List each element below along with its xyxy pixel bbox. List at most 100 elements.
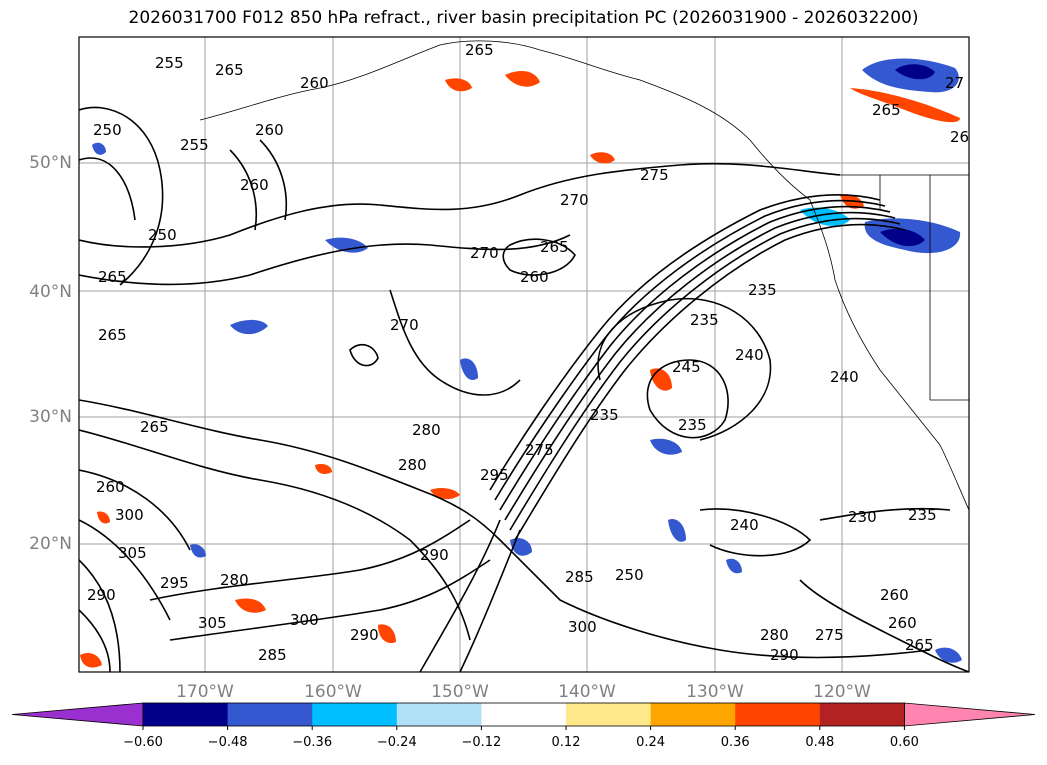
colorbar-segment	[312, 703, 398, 726]
colorbar-tick-label: −0.60	[123, 735, 163, 750]
colorbar-tick-label: 0.12	[552, 735, 581, 750]
colorbar-frame	[142, 702, 905, 727]
contour-label: 275	[815, 626, 844, 644]
contour-label: 250	[148, 226, 177, 244]
contour-label: 290	[350, 626, 379, 644]
lon-label: 130°W	[686, 682, 744, 702]
contour-label: 265	[140, 418, 169, 436]
contour-label: 275	[640, 166, 669, 184]
contour-label: 240	[830, 368, 859, 386]
contour-label: 270	[560, 191, 589, 209]
contour-label: 295	[480, 466, 509, 484]
precip-blob	[97, 511, 110, 524]
contour-label: 260	[880, 586, 909, 604]
contour-label: 270	[470, 244, 499, 262]
contour-label: 265	[540, 238, 569, 256]
precip-blob	[650, 438, 682, 455]
lat-label: 40°N	[29, 282, 72, 302]
colorbar-segment	[566, 703, 652, 726]
precip-blob	[726, 558, 742, 574]
colorbar-segment	[143, 703, 229, 726]
colorbar-segment	[650, 703, 736, 726]
colorbar-tick-label: −0.48	[208, 735, 248, 750]
lat-label: 50°N	[29, 153, 72, 173]
precip-blob	[80, 653, 102, 668]
contour-label: 280	[412, 421, 441, 439]
refractivity-contours	[79, 106, 969, 672]
contour-label: 260	[96, 478, 125, 496]
contour-label: 300	[568, 618, 597, 636]
colorbar-segment	[481, 703, 567, 726]
contour-label: 265	[872, 101, 901, 119]
colorbar-tick-label: 0.36	[721, 735, 750, 750]
contour-label: 305	[118, 544, 147, 562]
lat-label: 20°N	[29, 534, 72, 554]
contour-label: 265	[465, 41, 494, 59]
contour-label: 250	[615, 566, 644, 584]
contour-label: 265	[905, 636, 934, 654]
contour-label: 275	[525, 441, 554, 459]
contour-label: 235	[590, 406, 619, 424]
coastline	[199, 40, 969, 511]
contour-label: 260	[888, 614, 917, 632]
contour-label: 27	[945, 74, 964, 92]
contour-label: 250	[93, 121, 122, 139]
latitude-labels: 50°N 40°N 30°N 20°N	[29, 153, 72, 554]
contour-label: 280	[220, 571, 249, 589]
contour-label: 245	[672, 358, 701, 376]
contour-label: 300	[115, 506, 144, 524]
precip-blob	[445, 78, 472, 92]
colorbar-min-extension	[11, 702, 144, 727]
contour-label: 270	[390, 316, 419, 334]
longitude-labels: 170°W 160°W 150°W 140°W 130°W 120°W	[176, 682, 871, 702]
contour-label: 290	[420, 546, 449, 564]
contour-labels: 255 265 260 265 250 255 260 260 250 265 …	[87, 41, 969, 664]
contour-label: 230	[848, 508, 877, 526]
lat-label: 30°N	[29, 407, 72, 427]
contour-label: 235	[908, 506, 937, 524]
colorbar-tick-label: −0.12	[461, 735, 501, 750]
contour-label: 300	[290, 611, 319, 629]
contour-label: 290	[770, 646, 799, 664]
lon-label: 160°W	[304, 682, 362, 702]
precip-blob	[315, 463, 332, 474]
contour-label: 265	[98, 268, 127, 286]
colorbar-tick-label: 0.60	[890, 735, 919, 750]
precip-blob	[378, 624, 396, 644]
precip-blob	[235, 598, 266, 613]
colorbar-tick-label: −0.36	[292, 735, 332, 750]
precip-blob	[92, 142, 106, 155]
map-panel: 255 265 260 265 250 255 260 260 250 265 …	[79, 37, 969, 672]
contour-label: 305	[198, 614, 227, 632]
lon-label: 170°W	[176, 682, 234, 702]
colorbar-segment	[735, 703, 821, 726]
contour-label: 260	[255, 121, 284, 139]
lon-label: 140°W	[558, 682, 616, 702]
colorbar-max-extension	[904, 702, 1036, 727]
precip-blob	[190, 544, 206, 558]
map-frame	[78, 36, 970, 673]
precip-blob	[668, 518, 686, 542]
precip-blob	[460, 358, 478, 380]
contour-label: 255	[180, 136, 209, 154]
precip-blob	[230, 319, 268, 335]
lon-label: 150°W	[431, 682, 489, 702]
contour-label: 280	[398, 456, 427, 474]
contour-label: 260	[240, 176, 269, 194]
contour-label: 285	[258, 646, 287, 664]
contour-label: 240	[735, 346, 764, 364]
contour-label: 26	[950, 128, 969, 146]
contour-label: 240	[730, 516, 759, 534]
colorbar: −0.60 −0.48 −0.36 −0.24 −0.12 0.12 0.24 0.36 0.4…	[11, 702, 1036, 750]
colorbar-tick-label: 0.24	[636, 735, 665, 750]
chart-title: 2026031700 F012 850 hPa refract., river …	[128, 8, 919, 28]
precip-blob	[880, 228, 925, 247]
contour-label: 265	[98, 326, 127, 344]
precip-blob	[325, 237, 368, 253]
colorbar-segment	[819, 703, 905, 726]
lon-label: 120°W	[813, 682, 871, 702]
precip-blob	[895, 64, 935, 80]
colorbar-segment	[227, 703, 313, 726]
contour-label: 290	[87, 586, 116, 604]
